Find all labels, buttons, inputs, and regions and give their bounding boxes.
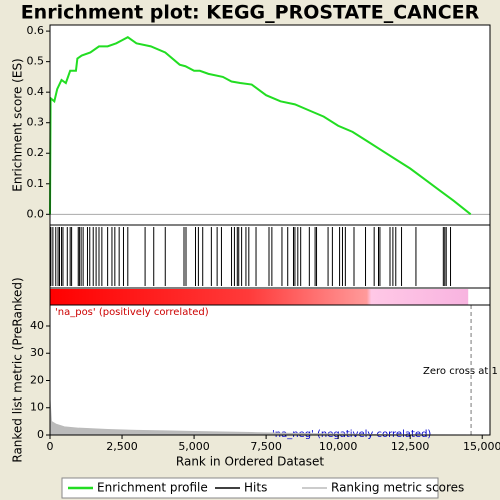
metric-tick-label: 0 xyxy=(37,428,44,441)
es-tick-label: 0.0 xyxy=(27,207,45,220)
legend-label: Enrichment profile xyxy=(97,481,208,495)
x-tick-label: 7,500 xyxy=(250,440,282,453)
legend-label: Ranking metric scores xyxy=(331,481,464,495)
es-tick-label: 0.6 xyxy=(27,24,45,37)
legend-label: Hits xyxy=(244,481,267,495)
es-tick-label: 0.5 xyxy=(27,55,45,68)
metric-tick-label: 20 xyxy=(30,373,44,386)
x-tick-label: 5,000 xyxy=(178,440,210,453)
x-tick-label: 10,000 xyxy=(319,440,358,453)
es-tick-label: 0.3 xyxy=(27,116,45,129)
color-bar xyxy=(50,289,490,305)
metric-axis-label: Ranked list metric (PreRanked) xyxy=(11,277,25,462)
enrichment-profile xyxy=(49,36,472,216)
es-axis-label: Enrichment score (ES) xyxy=(11,58,25,191)
x-tick-label: 15,000 xyxy=(463,440,500,453)
x-tick-label: 2,500 xyxy=(106,440,138,453)
es-tick-label: 0.2 xyxy=(27,146,45,159)
pos-label: 'na_pos' (positively correlated) xyxy=(55,307,209,318)
es-tick-label: 0.1 xyxy=(27,177,45,190)
metric-tick-label: 30 xyxy=(30,346,44,359)
x-tick-label: 0 xyxy=(47,440,54,453)
zero-cross-label: Zero cross at 1 xyxy=(423,366,498,377)
panel-frame xyxy=(49,304,491,436)
x-tick-label: 12,500 xyxy=(391,440,430,453)
chart-title: Enrichment plot: KEGG_PROSTATE_CANCER xyxy=(21,2,480,24)
x-axis-label: Rank in Ordered Dataset xyxy=(176,455,324,469)
metric-tick-label: 10 xyxy=(30,401,44,414)
es-tick-label: 0.4 xyxy=(27,85,45,98)
metric-tick-label: 40 xyxy=(30,319,44,332)
legend-box xyxy=(61,477,439,499)
